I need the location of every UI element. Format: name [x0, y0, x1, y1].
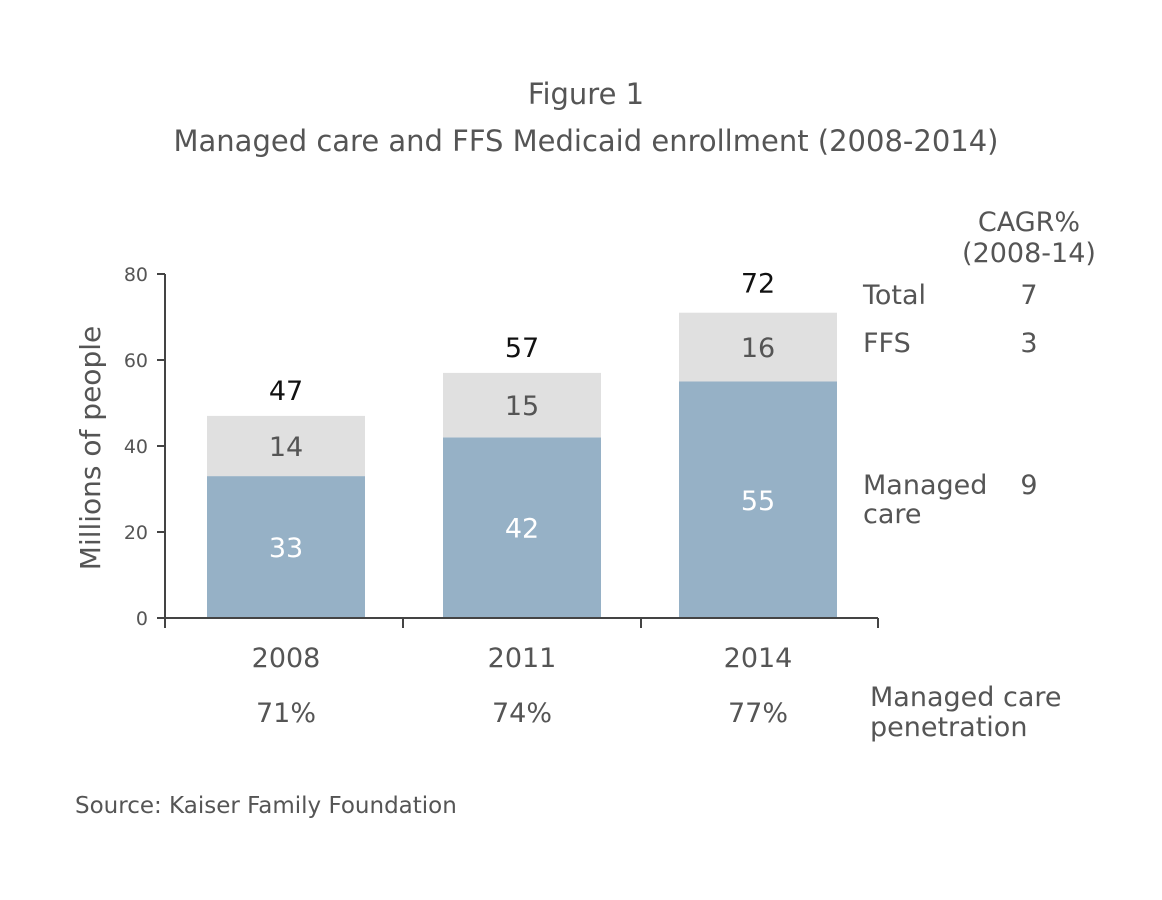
- penetration-label-line1: Managed care: [870, 682, 1061, 713]
- cagr-row-value-ffs: 3: [1020, 328, 1037, 359]
- y-tick-label-40: 40: [124, 436, 148, 458]
- data-label-ffs-2014: 16: [741, 333, 775, 364]
- bar-ffs-2014: [679, 312, 837, 382]
- source-note: Source: Kaiser Family Foundation: [75, 793, 457, 819]
- data-label-ffs-2011: 15: [505, 391, 539, 422]
- data-label-ffs-2008: 14: [269, 432, 303, 463]
- cagr-row-label-ffs: FFS: [863, 328, 911, 359]
- cagr-header-line2: (2008-14): [962, 238, 1096, 269]
- cagr-row-value-managed-care: 9: [1020, 470, 1037, 501]
- data-label-managed-care-2014: 55: [741, 486, 775, 517]
- data-label-managed-care-2011: 42: [505, 514, 539, 545]
- x-tick-label-2008: 2008: [252, 643, 321, 674]
- bar-ffs-2011: [443, 372, 601, 438]
- cagr-row-value-total: 7: [1020, 280, 1037, 311]
- y-tick-label-0: 0: [136, 608, 148, 630]
- total-label-2008: 47: [269, 376, 303, 407]
- data-label-managed-care-2008: 33: [269, 533, 303, 564]
- bar-ffs-2008: [207, 415, 365, 477]
- x-tick-label-2014: 2014: [724, 643, 793, 674]
- figure-number: Figure 1: [528, 77, 644, 111]
- y-tick-label-60: 60: [124, 350, 148, 372]
- chart-title: Managed care and FFS Medicaid enrollment…: [174, 124, 999, 158]
- bar-managed-care-2011: [443, 437, 601, 618]
- cagr-row-label-managed-care-line1: Managed: [863, 470, 987, 501]
- y-axis-label: Millions of people: [74, 326, 107, 570]
- bar-managed-care-2014: [679, 381, 837, 618]
- cagr-header-line1: CAGR%: [978, 207, 1080, 238]
- penetration-value-2008: 71%: [256, 698, 316, 729]
- x-tick-label-2011: 2011: [488, 643, 557, 674]
- y-tick-label-20: 20: [124, 522, 148, 544]
- total-label-2011: 57: [505, 333, 539, 364]
- total-label-2014: 72: [741, 268, 775, 299]
- cagr-row-label-managed-care-line2: care: [863, 499, 922, 530]
- y-tick-label-80: 80: [124, 264, 148, 286]
- penetration-value-2011: 74%: [492, 698, 552, 729]
- penetration-value-2014: 77%: [728, 698, 788, 729]
- penetration-label-line2: penetration: [870, 712, 1027, 743]
- plot-area: 33 14 47 2008 71% 42 15 57 2011 74% 55 16 72 2014 77% 0…: [124, 264, 879, 729]
- cagr-row-label-total: Total: [862, 280, 926, 311]
- bar-managed-care-2008: [207, 476, 365, 618]
